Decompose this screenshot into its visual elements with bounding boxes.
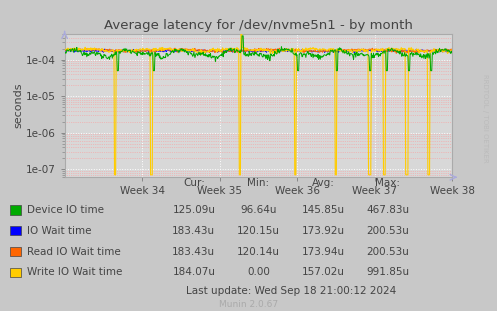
Y-axis label: seconds: seconds (13, 83, 23, 128)
Text: 200.53u: 200.53u (366, 247, 409, 257)
Text: Munin 2.0.67: Munin 2.0.67 (219, 300, 278, 309)
Text: 173.92u: 173.92u (302, 226, 344, 236)
Text: Max:: Max: (375, 178, 400, 188)
Text: 184.07u: 184.07u (172, 267, 215, 277)
Text: 120.14u: 120.14u (237, 247, 280, 257)
Text: Write IO Wait time: Write IO Wait time (27, 267, 122, 277)
Text: 467.83u: 467.83u (366, 205, 409, 215)
Text: 173.94u: 173.94u (302, 247, 344, 257)
Text: 0.00: 0.00 (247, 267, 270, 277)
Text: 183.43u: 183.43u (172, 247, 215, 257)
Text: Cur:: Cur: (183, 178, 205, 188)
Text: IO Wait time: IO Wait time (27, 226, 91, 236)
Text: 125.09u: 125.09u (172, 205, 215, 215)
Text: 157.02u: 157.02u (302, 267, 344, 277)
Title: Average latency for /dev/nvme5n1 - by month: Average latency for /dev/nvme5n1 - by mo… (104, 19, 413, 32)
Text: 145.85u: 145.85u (302, 205, 344, 215)
Text: 120.15u: 120.15u (237, 226, 280, 236)
Text: Device IO time: Device IO time (27, 205, 104, 215)
Text: Last update: Wed Sep 18 21:00:12 2024: Last update: Wed Sep 18 21:00:12 2024 (185, 286, 396, 296)
Text: Read IO Wait time: Read IO Wait time (27, 247, 121, 257)
Text: Avg:: Avg: (312, 178, 334, 188)
Text: RRDTOOL / TOBI OETIKER: RRDTOOL / TOBI OETIKER (482, 74, 488, 163)
Text: 183.43u: 183.43u (172, 226, 215, 236)
Text: 991.85u: 991.85u (366, 267, 409, 277)
Text: 96.64u: 96.64u (240, 205, 277, 215)
Text: 200.53u: 200.53u (366, 226, 409, 236)
Text: Min:: Min: (248, 178, 269, 188)
